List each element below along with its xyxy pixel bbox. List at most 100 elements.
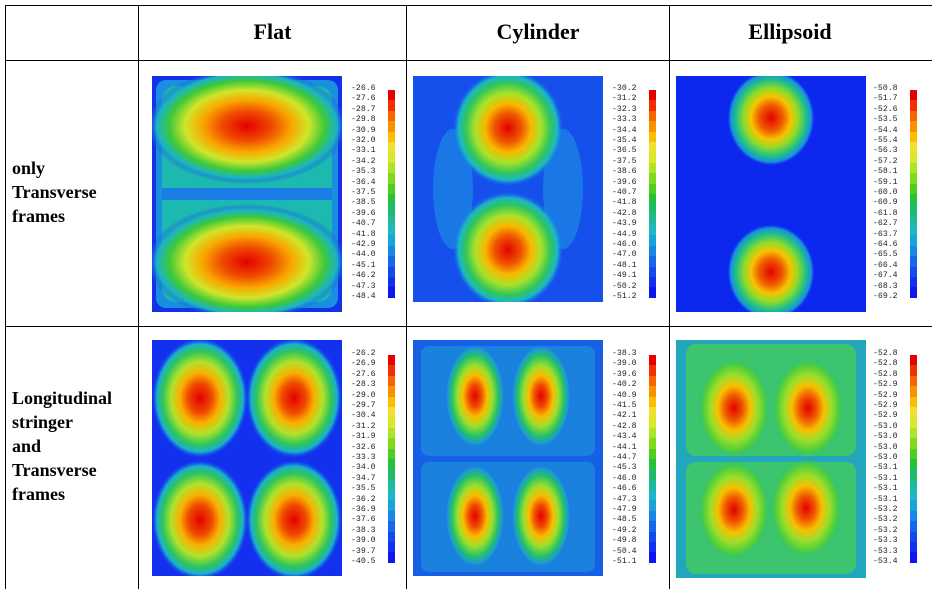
legend-label: -30.2 bbox=[612, 84, 637, 93]
legend-label: -37.5 bbox=[351, 188, 376, 197]
legend-color-segment bbox=[388, 427, 395, 439]
legend-label: -26.6 bbox=[351, 84, 376, 93]
legend-label: -49.1 bbox=[612, 271, 637, 281]
legend-label: -51.7 bbox=[873, 94, 898, 104]
legend-color-segment bbox=[388, 542, 395, 553]
legend-color-segment bbox=[649, 256, 656, 267]
legend-label: -35.4 bbox=[612, 136, 637, 145]
legend-color-segment bbox=[388, 256, 395, 267]
legend-label: -39.6 bbox=[612, 177, 637, 187]
legend-label: -53.0 bbox=[873, 432, 898, 442]
legend-color-segment bbox=[649, 417, 656, 428]
legend-color-segment bbox=[910, 193, 917, 205]
legend-label: -36.4 bbox=[351, 177, 376, 187]
legend-label: -44.1 bbox=[612, 442, 637, 452]
legend-label: -66.4 bbox=[873, 260, 898, 270]
legend-label: -39.6 bbox=[612, 369, 637, 379]
legend-label: -33.3 bbox=[612, 115, 637, 125]
legend-color-segment bbox=[388, 490, 395, 501]
legend-label: -38.3 bbox=[612, 349, 637, 358]
legend-color-segment bbox=[649, 469, 656, 480]
legend-color-segment bbox=[649, 277, 656, 288]
row-header-line: and bbox=[12, 436, 42, 456]
legend-color-segment bbox=[910, 365, 917, 376]
legend-color-segment bbox=[649, 375, 656, 387]
legend-color-segment bbox=[388, 521, 395, 532]
legend-color-segment bbox=[910, 438, 917, 449]
legend-label: -51.1 bbox=[612, 557, 637, 566]
legend-label: -40.7 bbox=[351, 219, 376, 229]
legend-color-segment bbox=[649, 121, 656, 132]
contour-plot-flat-transverse bbox=[152, 76, 342, 312]
legend-label: -34.4 bbox=[612, 125, 637, 135]
legend-color-segment bbox=[388, 552, 395, 563]
legend-label: -39.7 bbox=[351, 546, 376, 556]
legend-label: -46.6 bbox=[612, 484, 637, 494]
legend-label: -40.9 bbox=[612, 390, 637, 400]
legend-color-segment bbox=[910, 245, 917, 257]
legend-color-segment bbox=[910, 448, 917, 459]
legend-color-segment bbox=[388, 214, 395, 226]
legend-color-segment bbox=[649, 193, 656, 205]
legend-label: -53.1 bbox=[873, 494, 898, 504]
legend-color-segment bbox=[649, 214, 656, 226]
legend-label: -42.8 bbox=[612, 208, 637, 218]
legend-color-segment bbox=[388, 204, 395, 215]
legend-label: -26.9 bbox=[351, 359, 376, 369]
legend-label: -39.6 bbox=[351, 208, 376, 218]
legend-color-segment bbox=[910, 131, 917, 142]
legend-color-segment bbox=[910, 183, 917, 194]
legend-label: -57.2 bbox=[873, 156, 898, 166]
legend-label: -41.5 bbox=[612, 401, 637, 410]
legend-label: -52.9 bbox=[873, 390, 898, 400]
legend-label: -27.6 bbox=[351, 369, 376, 379]
legend-label: -32.3 bbox=[612, 104, 637, 114]
legend-color-segment bbox=[388, 386, 395, 397]
legend-label: -60.0 bbox=[873, 188, 898, 197]
row-header-line: Transverse bbox=[12, 460, 97, 480]
legend-color-segment bbox=[649, 552, 656, 563]
legend-label: -35.5 bbox=[351, 484, 376, 494]
legend-label: -32.6 bbox=[351, 442, 376, 452]
legend-label: -48.4 bbox=[351, 292, 376, 301]
legend-color-segment bbox=[910, 90, 917, 101]
legend-color-segment bbox=[649, 245, 656, 257]
legend-color-segment bbox=[910, 355, 917, 366]
legend-color-segment bbox=[388, 100, 395, 111]
legend-color-segment bbox=[910, 375, 917, 387]
legend-label: -39.0 bbox=[612, 359, 637, 369]
legend-color-segment bbox=[910, 204, 917, 215]
legend-color-segment bbox=[910, 531, 917, 543]
legend-label: -31.2 bbox=[351, 421, 376, 431]
legend-label: -63.7 bbox=[873, 229, 898, 239]
legend-label: -47.3 bbox=[612, 494, 637, 504]
legend-label: -64.6 bbox=[873, 240, 898, 249]
legend-color-segment bbox=[649, 458, 656, 470]
legend-label: -27.6 bbox=[351, 94, 376, 104]
row-divider bbox=[5, 326, 932, 327]
legend-color-segment bbox=[649, 406, 656, 418]
legend-color-segment bbox=[388, 355, 395, 366]
legend-label: -38.5 bbox=[351, 198, 376, 208]
legend-label: -59.1 bbox=[873, 177, 898, 187]
legend-color-segment bbox=[910, 214, 917, 226]
legend-color-segment bbox=[388, 141, 395, 153]
legend-label: -68.3 bbox=[873, 281, 898, 291]
legend-color-segment bbox=[910, 121, 917, 132]
legend-label: -29.8 bbox=[351, 115, 376, 125]
legend-label: -40.7 bbox=[612, 188, 637, 197]
legend-color-segment bbox=[649, 427, 656, 439]
legend-color-segment bbox=[388, 121, 395, 132]
legend-label: -47.3 bbox=[351, 281, 376, 291]
legend-color-segment bbox=[388, 438, 395, 449]
row-header-line: stringer bbox=[12, 412, 73, 432]
legend-color-segment bbox=[649, 152, 656, 163]
legend-color-segment bbox=[910, 173, 917, 184]
legend-color-segment bbox=[388, 266, 395, 278]
legend-label: -48.1 bbox=[612, 260, 637, 270]
legend-label: -52.8 bbox=[873, 369, 898, 379]
legend-label: -38.6 bbox=[612, 167, 637, 177]
legend-label: -44.7 bbox=[612, 453, 637, 462]
row-header-line: Longitudinal bbox=[12, 388, 113, 408]
legend-label: -31.9 bbox=[351, 432, 376, 442]
